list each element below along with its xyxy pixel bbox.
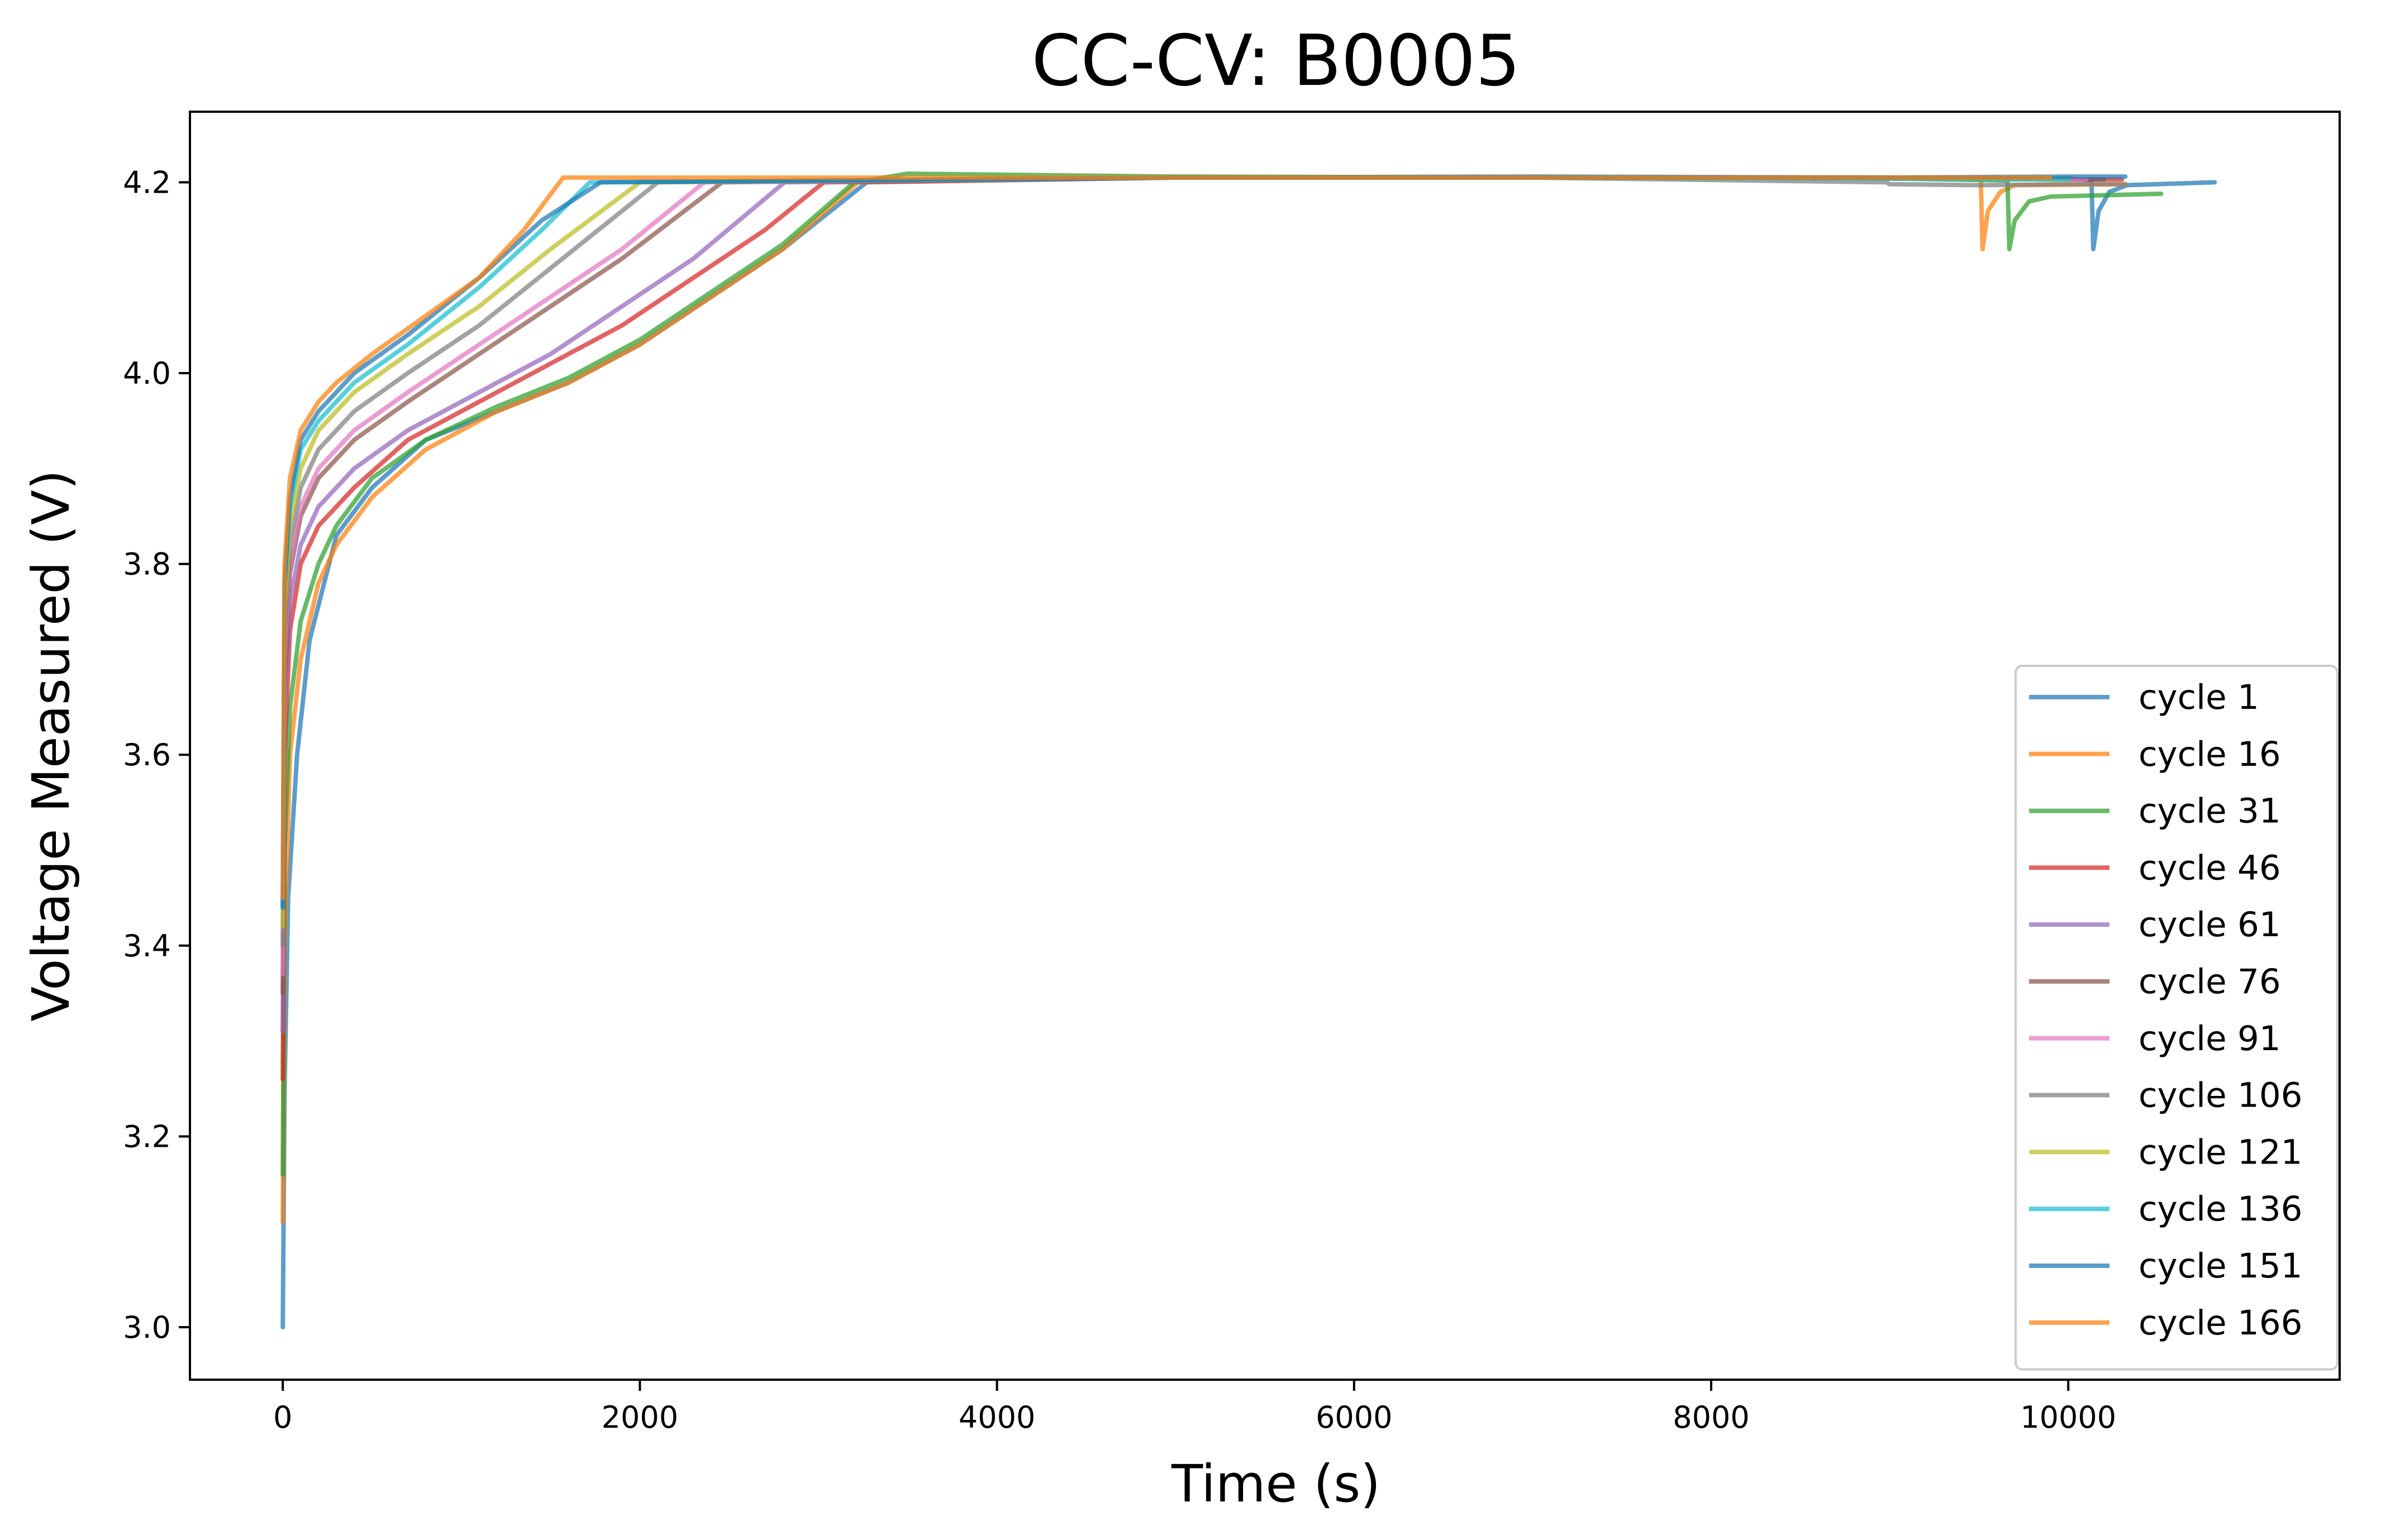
- legend-label: cycle 136: [2139, 1189, 2302, 1229]
- legend-label: cycle 31: [2139, 792, 2281, 831]
- x-tick-label: 0: [273, 1400, 292, 1435]
- legend: cycle 1 cycle 16 cycle 31 cycle 46 cycle 61 c…: [2015, 665, 2339, 1371]
- legend-label: cycle 46: [2139, 848, 2281, 888]
- legend-label: cycle 106: [2139, 1076, 2302, 1115]
- plot-area-frame: [189, 111, 2341, 1381]
- y-tick-label: 3.4: [123, 928, 171, 964]
- legend-label: cycle 1: [2139, 678, 2259, 717]
- legend-label: cycle 151: [2139, 1246, 2302, 1286]
- chart-title: CC-CV: B0005: [1032, 20, 1521, 102]
- y-tick-label: 3.0: [123, 1310, 171, 1345]
- series-line-cycle-31: [280, 171, 2164, 1177]
- legend-label: cycle 76: [2139, 962, 2281, 1002]
- x-axis-label: Time (s): [1171, 1454, 1380, 1514]
- x-tick-label: 4000: [959, 1400, 1035, 1435]
- x-axis: 0 2000 4000 6000 8000 10000: [273, 1380, 2116, 1435]
- legend-box: [2015, 665, 2339, 1371]
- x-tick-label: 8000: [1673, 1400, 1749, 1435]
- legend-label: cycle 121: [2139, 1132, 2302, 1172]
- x-tick-label: 10000: [2020, 1400, 2116, 1435]
- y-tick-label: 3.8: [123, 547, 171, 582]
- legend-label: cycle 16: [2139, 735, 2281, 774]
- legend-label: cycle 166: [2139, 1303, 2302, 1343]
- y-tick-label: 3.2: [123, 1119, 171, 1154]
- y-axis: 3.0 3.2 3.4 3.6 3.8 4.0 4.2: [123, 165, 190, 1345]
- series-layer: [280, 171, 2217, 1330]
- y-axis-label: Voltage Measured (V): [21, 470, 81, 1022]
- y-tick-label: 3.6: [123, 737, 171, 773]
- series-line-cycle-166: [280, 175, 2053, 900]
- series-line-cycle-106: [280, 175, 2128, 948]
- series-line-cycle-16: [280, 175, 2128, 1225]
- x-tick-label: 6000: [1316, 1400, 1392, 1435]
- y-tick-label: 4.2: [123, 165, 171, 200]
- legend-label: cycle 61: [2139, 905, 2281, 945]
- x-tick-label: 2000: [602, 1400, 678, 1435]
- legend-label: cycle 91: [2139, 1019, 2281, 1059]
- y-tick-label: 4.0: [123, 356, 171, 391]
